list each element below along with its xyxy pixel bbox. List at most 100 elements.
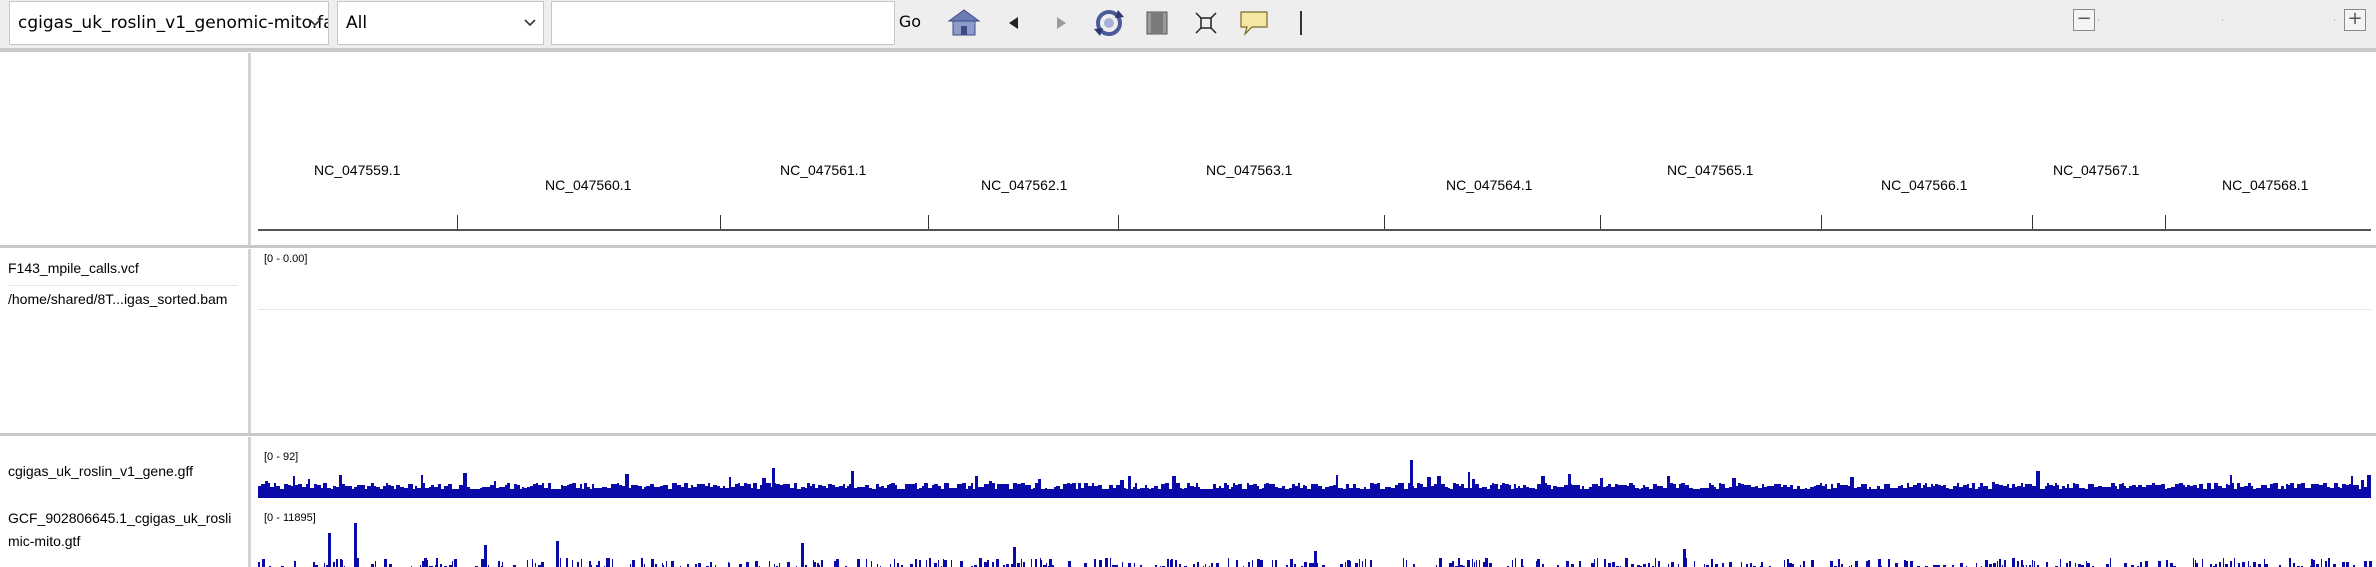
chromosome-label[interactable]: NC_047564.1 <box>1446 177 1533 193</box>
coverage-bar <box>1505 484 1509 498</box>
coverage-bar <box>2349 484 2351 498</box>
chromosome-label[interactable]: NC_047559.1 <box>314 162 401 178</box>
coverage-bar <box>494 481 496 498</box>
coverage-bar <box>1989 564 1992 567</box>
coverage-bar <box>2273 483 2275 498</box>
chromosome-label[interactable]: NC_047568.1 <box>2222 177 2309 193</box>
coverage-bar <box>1790 485 1793 498</box>
zoom-out-button[interactable]: − <box>2073 9 2095 31</box>
coverage-bar <box>1895 563 1898 567</box>
coverage-bar <box>1814 486 1816 498</box>
coverage-bar <box>1621 485 1624 498</box>
coverage-bar <box>1464 488 1468 498</box>
feature-track-panel[interactable]: [0 - 92] [0 - 11895] <box>258 437 2371 567</box>
track-separator <box>258 309 2371 310</box>
coverage-bar <box>480 488 482 498</box>
coverage-bar <box>258 486 261 498</box>
go-button[interactable]: Go <box>898 12 922 31</box>
coverage-bar <box>813 560 814 567</box>
locus-search-input[interactable] <box>551 1 895 45</box>
coverage-bar <box>1925 483 1927 498</box>
coverage-bar <box>1056 486 1060 498</box>
chromosome-label[interactable]: NC_047563.1 <box>1206 162 1293 178</box>
refresh-icon[interactable] <box>1089 4 1129 42</box>
gtf-coverage-track[interactable] <box>258 515 2372 567</box>
gene-gff-coverage-track[interactable] <box>258 453 2371 498</box>
coverage-bar <box>291 486 293 498</box>
zoom-in-button[interactable]: + <box>2344 9 2366 31</box>
back-arrow-icon[interactable] <box>994 4 1034 42</box>
coverage-bar <box>625 474 629 498</box>
chevron-down-icon <box>523 2 537 44</box>
track-name-gene-gff[interactable]: cgigas_uk_roslin_v1_gene.gff <box>8 463 193 479</box>
coverage-bar <box>959 484 962 498</box>
ruler-panel[interactable] <box>258 53 2371 245</box>
coverage-bar <box>258 562 260 567</box>
coverage-bar <box>879 487 881 498</box>
coverage-bar <box>660 486 663 498</box>
chromosome-label[interactable]: NC_047565.1 <box>1667 162 1754 178</box>
coverage-bar <box>2075 484 2079 498</box>
coverage-bar <box>1063 484 1067 498</box>
coverage-bar <box>1560 487 1564 498</box>
coverage-bar <box>1537 484 1541 498</box>
track-name-bam[interactable]: /home/shared/8T...igas_sorted.bam <box>8 291 228 307</box>
panel-splitter[interactable] <box>248 53 251 245</box>
coverage-bar <box>431 485 434 498</box>
ruler-bar-icon[interactable] <box>1281 4 1321 42</box>
coverage-bar <box>2265 564 2268 567</box>
coverage-bar <box>354 523 357 567</box>
ruler-name-panel <box>0 53 247 245</box>
coverage-bar <box>1960 563 1963 567</box>
coverage-bar <box>1210 489 1213 498</box>
resize-to-window-icon[interactable] <box>1186 4 1226 42</box>
coverage-bar <box>1611 487 1615 498</box>
coverage-bar <box>2219 562 2221 567</box>
track-name-vcf[interactable]: F143_mpile_calls.vcf <box>8 260 139 276</box>
coverage-bar <box>866 559 867 567</box>
coverage-bar <box>507 483 510 498</box>
coverage-bar <box>1907 483 1909 498</box>
coverage-bar <box>644 487 646 498</box>
coverage-bar <box>1257 486 1259 498</box>
coverage-bar <box>345 486 349 498</box>
chromosome-dropdown[interactable]: All <box>337 1 544 45</box>
region-of-interest-icon[interactable] <box>1137 4 1177 42</box>
chromosome-label[interactable]: NC_047562.1 <box>981 177 1068 193</box>
track-name-gtf-line1[interactable]: GCF_902806645.1_cgigas_uk_rosli <box>8 510 232 526</box>
panel-splitter[interactable] <box>248 437 251 567</box>
popup-info-icon[interactable] <box>1234 4 1274 42</box>
coverage-bar <box>1871 489 1875 498</box>
coverage-bar <box>2138 485 2142 498</box>
home-icon[interactable] <box>944 4 984 42</box>
coverage-bar <box>1582 486 1584 498</box>
coverage-bar <box>1336 475 1338 498</box>
data-track-panel[interactable]: [0 - 0.00] <box>258 249 2371 433</box>
coverage-bar <box>1300 488 1303 498</box>
coverage-bar <box>929 558 931 567</box>
forward-arrow-icon[interactable] <box>1041 4 1081 42</box>
chromosome-label[interactable]: NC_047566.1 <box>1881 177 1968 193</box>
track-name-gtf-line2[interactable]: mic-mito.gtf <box>8 533 81 549</box>
chromosome-label[interactable]: NC_047560.1 <box>545 177 632 193</box>
coverage-bar <box>780 485 783 498</box>
coverage-bar <box>2232 483 2234 498</box>
coverage-bar <box>1113 488 1116 498</box>
coverage-bar <box>2075 563 2076 567</box>
coverage-bar <box>1292 484 1295 498</box>
chromosome-label[interactable]: NC_047561.1 <box>780 162 867 178</box>
genome-dropdown[interactable]: cgigas_uk_roslin_v1_genomic-mito.fa <box>9 1 329 45</box>
coverage-bar <box>2145 561 2148 567</box>
coverage-bar <box>421 475 423 498</box>
coverage-bar <box>1880 489 1884 498</box>
coverage-bar <box>1343 489 1346 498</box>
panel-splitter[interactable] <box>248 249 251 433</box>
coverage-bar <box>1253 484 1257 498</box>
coverage-bar <box>2238 563 2240 567</box>
coverage-bar <box>1789 563 1792 567</box>
chromosome-label[interactable]: NC_047567.1 <box>2053 162 2140 178</box>
coverage-bar <box>1483 562 1485 567</box>
zoom-slider[interactable] <box>2098 19 2338 21</box>
coverage-bar <box>590 489 592 498</box>
coverage-bar <box>2325 561 2327 567</box>
